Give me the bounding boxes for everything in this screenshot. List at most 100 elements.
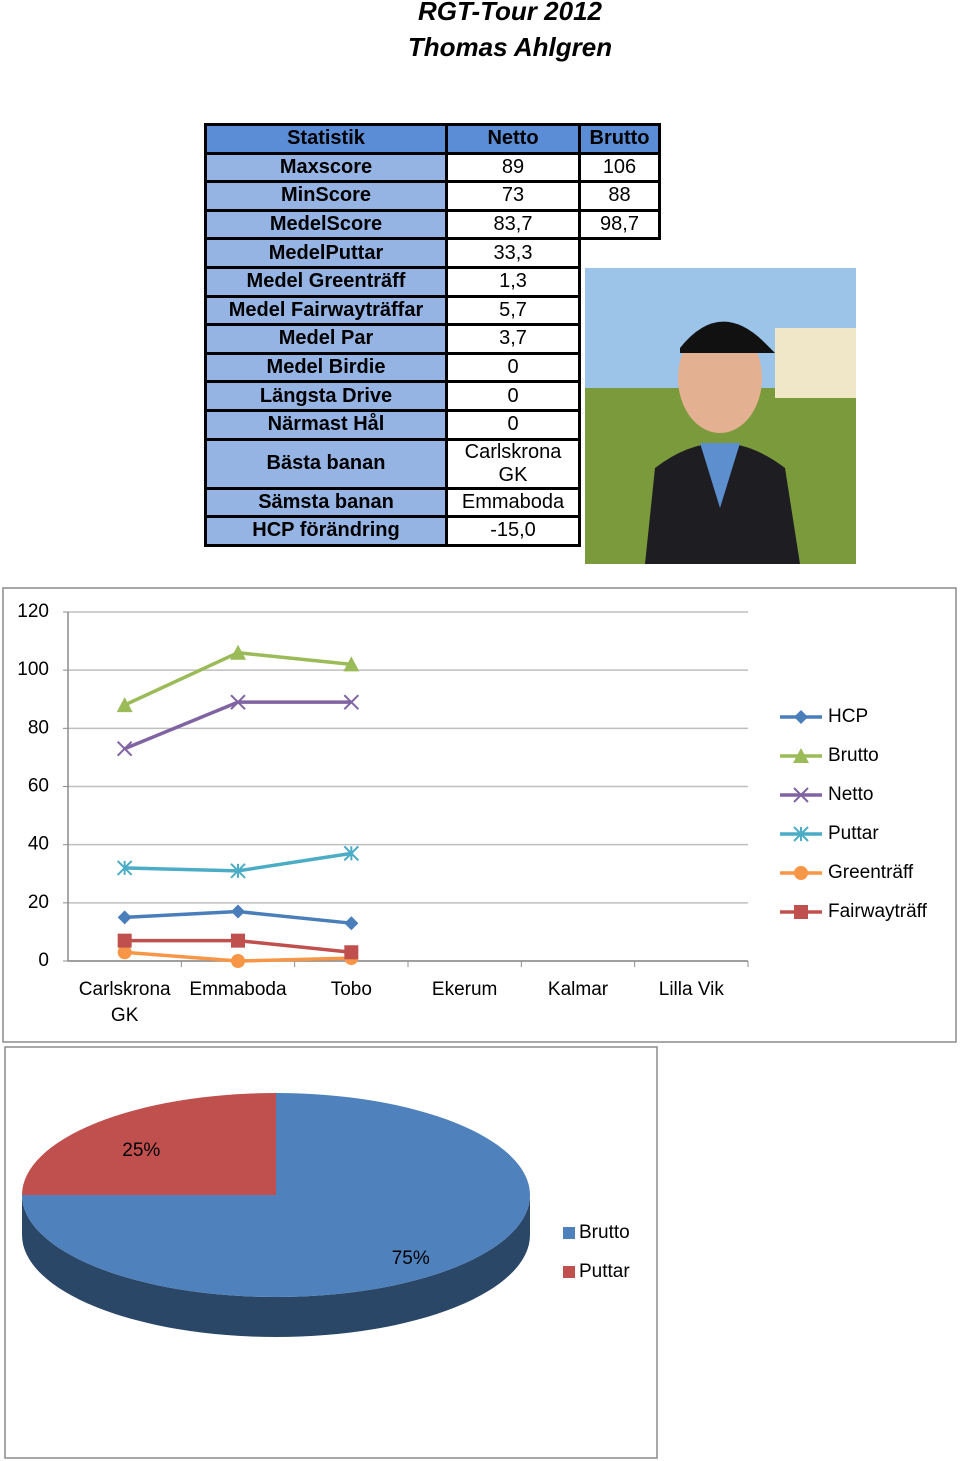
table-cell: 73	[445, 180, 581, 212]
x-tick-label: Carlskrona GK	[78, 979, 171, 1026]
marker	[117, 933, 132, 948]
y-tick-label: 0	[38, 950, 49, 971]
table-cell: Medel Birdie	[204, 351, 448, 384]
table-row: HCP förändring -15,0	[204, 515, 660, 547]
marker	[794, 710, 808, 724]
x-tick-label: Lilla Vik	[658, 979, 724, 1000]
table-cell: Bästa banan	[204, 437, 448, 490]
header-cell: Brutto	[578, 123, 661, 155]
marker	[343, 694, 360, 710]
legend-swatch	[563, 1266, 575, 1278]
table-row: Närmast Hål 0	[204, 408, 660, 441]
marker	[794, 905, 808, 919]
table-cell: 98,7	[578, 208, 661, 241]
table-cell: 3,7	[445, 323, 581, 355]
table-cell: 5,7	[445, 294, 581, 327]
table-cell: MedelScore	[204, 208, 448, 241]
table-cell: Längsta Drive	[204, 380, 448, 412]
y-tick-label: 100	[17, 659, 49, 680]
table-cell: Carlskrona GK	[445, 437, 581, 490]
table-row: Medel Greenträff 1,3	[204, 265, 660, 298]
marker	[116, 697, 133, 713]
table-row: Bästa banan Carlskrona GK	[204, 437, 660, 490]
legend-swatch	[563, 1227, 575, 1239]
pie-chart-frame	[4, 1046, 658, 1459]
table-cell: 83,7	[445, 208, 581, 241]
table-row: Medel Fairwayträffar 5,7	[204, 294, 660, 327]
pie-side	[22, 1195, 530, 1337]
marker	[231, 904, 245, 919]
legend-label: Fairwayträff	[828, 901, 928, 922]
marker	[343, 656, 360, 672]
header-row: Statistik Netto Brutto	[204, 123, 661, 155]
marker	[230, 863, 246, 879]
y-tick-label: 80	[28, 717, 49, 738]
table-cell: Medel Greenträff	[204, 265, 448, 298]
marker	[116, 740, 133, 757]
stats-table: Statistik Netto Brutto Maxscore 89 106 MinScor…	[204, 123, 661, 547]
marker	[230, 694, 246, 710]
marker	[231, 954, 245, 968]
marker	[343, 845, 360, 862]
table-row: Medel Birdie 0	[204, 351, 660, 384]
table-row: MedelPuttar 33,3	[204, 237, 660, 269]
title: RGT-Tour 2012	[418, 0, 602, 26]
marker	[793, 787, 809, 803]
pie-label: 25%	[122, 1140, 160, 1161]
y-tick-label: 20	[28, 892, 49, 913]
table-row: Maxscore 89 106	[204, 151, 661, 184]
x-tick-label: Kalmar	[547, 979, 609, 1000]
legend-label: Brutto	[828, 745, 879, 766]
marker	[117, 910, 132, 925]
table-cell: 0	[445, 408, 581, 441]
x-tick-label: Ekerum	[431, 979, 498, 1000]
table-row: Sämsta banan Emmaboda	[204, 486, 660, 519]
table-cell: -15,0	[445, 515, 581, 547]
legend-label: HCP	[828, 706, 868, 727]
legend-label: Puttar	[579, 1261, 630, 1282]
table-cell: 1,3	[445, 265, 581, 298]
table-cell: Sämsta banan	[204, 486, 448, 519]
x-tick-label: Tobo	[330, 979, 372, 1000]
header-cell: Netto	[445, 123, 581, 155]
marker	[794, 866, 808, 880]
table-cell: MinScore	[204, 180, 448, 212]
legend-label: Puttar	[828, 823, 879, 844]
legend-label: Greenträff	[828, 862, 914, 883]
table-cell: 89	[445, 151, 581, 184]
table-cell: 106	[578, 151, 661, 184]
marker	[231, 933, 245, 948]
table-cell: 33,3	[445, 237, 581, 269]
marker	[344, 945, 359, 960]
table-cell: Emmaboda	[445, 486, 581, 519]
table-cell: 0	[445, 351, 581, 384]
marker	[116, 860, 133, 876]
header-cell: Statistik	[204, 123, 448, 155]
marker	[344, 916, 359, 931]
table-cell: Maxscore	[204, 151, 448, 184]
table-row: Längsta Drive 0	[204, 380, 660, 412]
y-tick-label: 40	[28, 834, 49, 855]
table-cell: MedelPuttar	[204, 237, 448, 269]
table-cell: Närmast Hål	[204, 408, 448, 441]
table-cell: Medel Par	[204, 323, 448, 355]
line-chart-frame	[2, 587, 957, 1043]
table-cell: Medel Fairwayträffar	[204, 294, 448, 327]
series-line	[124, 700, 352, 751]
table-row: MedelScore 83,7 98,7	[204, 208, 661, 241]
marker	[793, 748, 809, 763]
pie-slice	[22, 1093, 276, 1195]
pie-label: 75%	[392, 1248, 430, 1269]
table-row: MinScore 73 88	[204, 180, 661, 212]
table-cell: HCP förändring	[204, 515, 448, 547]
table-cell: 0	[445, 380, 581, 412]
marker	[793, 826, 809, 842]
subtitle: Thomas Ahlgren	[407, 32, 613, 62]
series-line	[123, 650, 352, 707]
table-cell: 88	[578, 180, 661, 212]
y-tick-label: 60	[28, 776, 49, 797]
x-tick-label: Emmaboda	[189, 979, 287, 1000]
marker	[230, 644, 246, 660]
